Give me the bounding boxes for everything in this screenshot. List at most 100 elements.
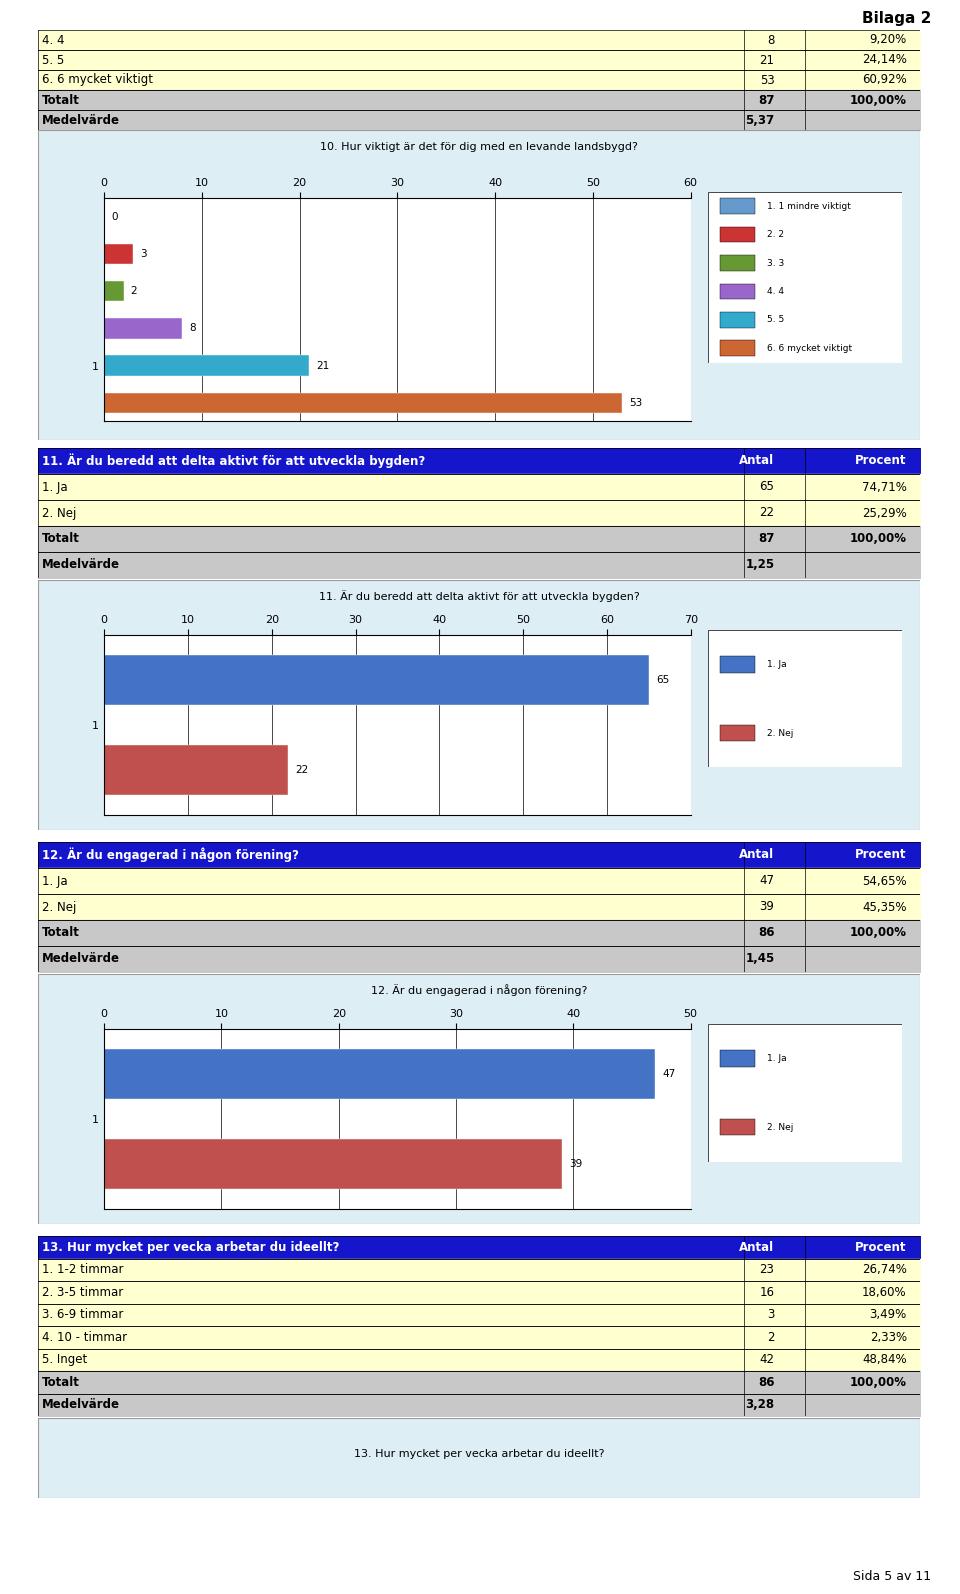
Text: Medelvärde: Medelvärde — [42, 113, 120, 126]
FancyBboxPatch shape — [720, 725, 755, 741]
Text: 74,71%: 74,71% — [862, 480, 907, 494]
Bar — [104, 244, 133, 265]
Text: 26,74%: 26,74% — [862, 1264, 907, 1277]
FancyBboxPatch shape — [720, 284, 755, 300]
Text: 100,00%: 100,00% — [850, 1376, 907, 1388]
Text: 3: 3 — [140, 249, 147, 258]
Text: 10. Hur viktigt är det för dig med en levande landsbygd?: 10. Hur viktigt är det för dig med en le… — [320, 142, 638, 153]
Text: 45,35%: 45,35% — [862, 901, 907, 913]
Text: Procent: Procent — [855, 1240, 907, 1254]
Text: Totalt: Totalt — [42, 1376, 80, 1388]
Text: 47: 47 — [662, 1070, 676, 1079]
Text: 5,37: 5,37 — [745, 113, 775, 126]
Text: 11. Är du beredd att delta aktivt för att utveckla bygden?: 11. Är du beredd att delta aktivt för at… — [319, 590, 639, 603]
Bar — [104, 655, 649, 705]
Text: 4. 4: 4. 4 — [42, 33, 64, 46]
FancyBboxPatch shape — [708, 1023, 902, 1162]
Bar — [104, 1140, 562, 1189]
FancyBboxPatch shape — [720, 226, 755, 242]
Text: 23: 23 — [759, 1264, 775, 1277]
Text: Antal: Antal — [739, 1240, 775, 1254]
Text: 13. Hur mycket per vecka arbetar du ideellt?: 13. Hur mycket per vecka arbetar du idee… — [353, 1449, 604, 1459]
Text: 87: 87 — [758, 532, 775, 545]
FancyBboxPatch shape — [708, 630, 902, 767]
Text: 3: 3 — [767, 1309, 775, 1321]
Text: Medelvärde: Medelvärde — [42, 1398, 120, 1411]
Text: 3,49%: 3,49% — [870, 1309, 907, 1321]
Text: 6. 6 mycket viktigt: 6. 6 mycket viktigt — [766, 344, 852, 352]
Text: Totalt: Totalt — [42, 926, 80, 939]
Text: 1. Ja: 1. Ja — [766, 1054, 786, 1063]
Text: 65: 65 — [759, 480, 775, 494]
Text: 86: 86 — [758, 926, 775, 939]
Bar — [104, 319, 182, 338]
FancyBboxPatch shape — [720, 255, 755, 271]
Text: 5. 5: 5. 5 — [42, 54, 64, 67]
Bar — [104, 746, 289, 795]
Text: 8: 8 — [767, 33, 775, 46]
Text: 1,25: 1,25 — [745, 558, 775, 572]
Text: 2. 3-5 timmar: 2. 3-5 timmar — [42, 1286, 123, 1299]
Text: 13. Hur mycket per vecka arbetar du ideellt?: 13. Hur mycket per vecka arbetar du idee… — [42, 1240, 340, 1254]
Text: 1. Ja: 1. Ja — [42, 480, 67, 494]
FancyBboxPatch shape — [720, 198, 755, 214]
Text: 3. 3: 3. 3 — [766, 258, 783, 268]
Text: Antal: Antal — [739, 848, 775, 861]
Text: 86: 86 — [758, 1376, 775, 1388]
Text: 1,45: 1,45 — [745, 953, 775, 966]
Text: 3. 6-9 timmar: 3. 6-9 timmar — [42, 1309, 124, 1321]
Text: Medelvärde: Medelvärde — [42, 953, 120, 966]
Text: 9,20%: 9,20% — [870, 33, 907, 46]
Text: 100,00%: 100,00% — [850, 532, 907, 545]
Text: 100,00%: 100,00% — [850, 94, 907, 107]
Text: 1. Ja: 1. Ja — [42, 875, 67, 888]
Text: 21: 21 — [317, 360, 329, 370]
Text: 2. Nej: 2. Nej — [766, 1122, 793, 1132]
Text: 2: 2 — [767, 1331, 775, 1344]
Text: 100,00%: 100,00% — [850, 926, 907, 939]
Text: 39: 39 — [568, 1159, 582, 1168]
Text: Procent: Procent — [855, 454, 907, 467]
Text: 4. 10 - timmar: 4. 10 - timmar — [42, 1331, 127, 1344]
Text: Sida 5 av 11: Sida 5 av 11 — [853, 1570, 931, 1583]
Text: 53: 53 — [759, 73, 775, 86]
FancyBboxPatch shape — [38, 974, 920, 1224]
Text: 21: 21 — [759, 54, 775, 67]
Text: Totalt: Totalt — [42, 94, 80, 107]
Text: 60,92%: 60,92% — [862, 73, 907, 86]
Text: 22: 22 — [759, 507, 775, 520]
Text: 5. Inget: 5. Inget — [42, 1353, 87, 1366]
Text: 2. Nej: 2. Nej — [42, 901, 77, 913]
FancyBboxPatch shape — [720, 1119, 755, 1135]
FancyBboxPatch shape — [720, 1050, 755, 1066]
FancyBboxPatch shape — [720, 341, 755, 355]
Text: 53: 53 — [630, 398, 642, 408]
Text: 6. 6 mycket viktigt: 6. 6 mycket viktigt — [42, 73, 153, 86]
Text: 24,14%: 24,14% — [862, 54, 907, 67]
Text: 54,65%: 54,65% — [862, 875, 907, 888]
FancyBboxPatch shape — [38, 131, 920, 440]
FancyBboxPatch shape — [708, 191, 902, 362]
FancyBboxPatch shape — [720, 657, 755, 673]
Text: 12. Är du engagerad i någon förening?: 12. Är du engagerad i någon förening? — [371, 983, 588, 996]
Text: 12. Är du engagerad i någon förening?: 12. Är du engagerad i någon förening? — [42, 848, 299, 862]
FancyBboxPatch shape — [38, 580, 920, 830]
Text: 3,28: 3,28 — [745, 1398, 775, 1411]
Text: 8: 8 — [189, 324, 196, 333]
Text: 22: 22 — [296, 765, 309, 775]
Text: 11. Är du beredd att delta aktivt för att utveckla bygden?: 11. Är du beredd att delta aktivt för at… — [42, 454, 425, 469]
Text: 48,84%: 48,84% — [862, 1353, 907, 1366]
Text: 2. Nej: 2. Nej — [42, 507, 77, 520]
Text: 42: 42 — [759, 1353, 775, 1366]
Bar — [104, 392, 622, 413]
Text: 1. 1 mindre viktigt: 1. 1 mindre viktigt — [766, 202, 851, 210]
Text: Totalt: Totalt — [42, 532, 80, 545]
Text: 25,29%: 25,29% — [862, 507, 907, 520]
Bar — [104, 1049, 656, 1098]
Text: 2. 2: 2. 2 — [766, 230, 783, 239]
Text: 18,60%: 18,60% — [862, 1286, 907, 1299]
Text: 5. 5: 5. 5 — [766, 316, 783, 324]
Text: 2,33%: 2,33% — [870, 1331, 907, 1344]
Text: 0: 0 — [111, 212, 118, 222]
Bar — [104, 355, 309, 376]
